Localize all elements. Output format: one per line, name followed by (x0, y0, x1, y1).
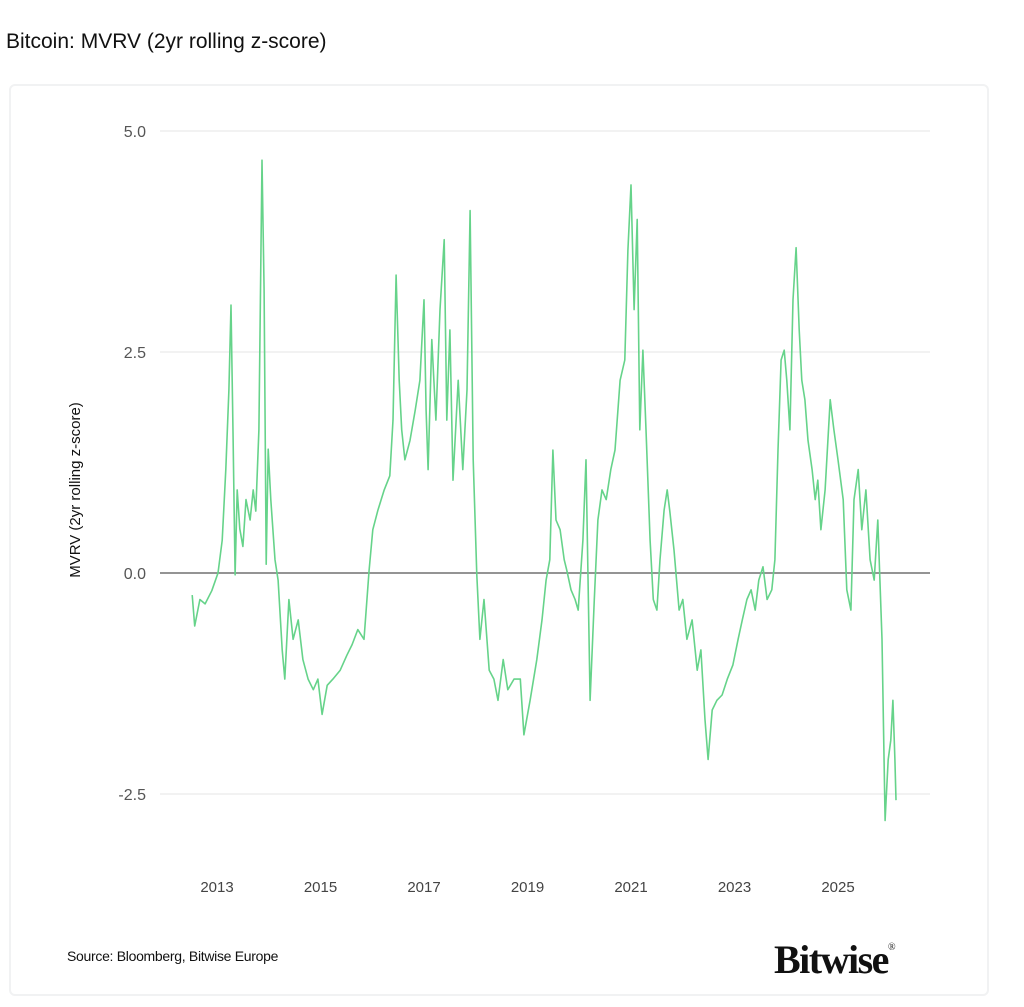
chart-title: Bitcoin: MVRV (2yr rolling z-score) (6, 30, 327, 53)
mvrv-series-line (191, 159, 897, 822)
source-note: Source: Bloomberg, Bitwise Europe (67, 948, 279, 964)
y-tick-label: 5.0 (124, 124, 146, 141)
x-tick-label: 2017 (407, 879, 440, 896)
chart-card (9, 84, 989, 996)
x-tick-label: 2023 (718, 879, 751, 896)
x-tick-label: 2019 (511, 879, 544, 896)
x-tick-label: 2025 (821, 879, 854, 896)
x-tick-label: 2021 (614, 879, 647, 896)
y-tick-label: 2.5 (124, 345, 146, 362)
y-tick-label: -2.5 (118, 787, 146, 804)
bitwise-logo: Bitwise® (774, 936, 896, 983)
logo-text: Bitwise (774, 937, 889, 982)
y-tick-label: 0.0 (124, 566, 146, 583)
registered-mark-icon: ® (887, 942, 896, 953)
x-tick-label: 2015 (304, 879, 337, 896)
x-tick-label: 2013 (200, 879, 233, 896)
y-axis-label: MVRV (2yr rolling z-score) (67, 402, 84, 578)
